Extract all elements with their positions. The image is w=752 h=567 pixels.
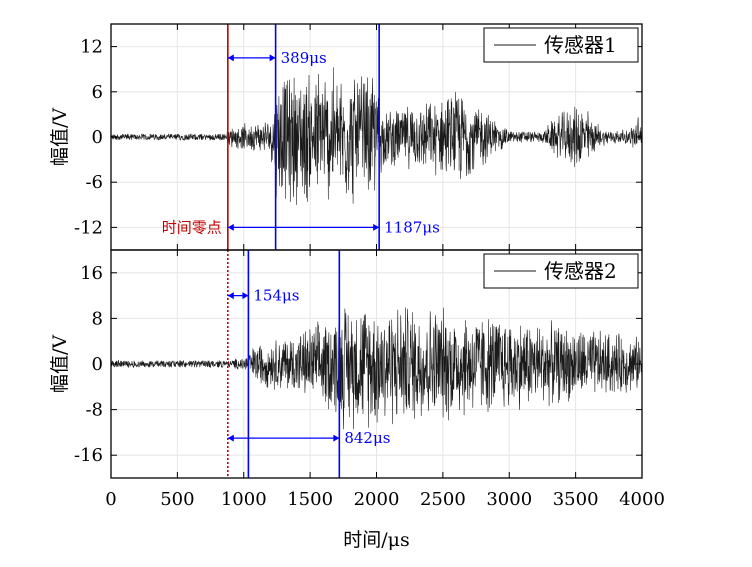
x-tick-label: 0: [105, 489, 116, 510]
legend-label: 传感器2: [544, 259, 617, 283]
arrow-head-right: [242, 292, 249, 300]
time-zero-label: 时间零点: [162, 218, 222, 236]
arrow-head-left: [227, 223, 234, 231]
y-tick-label: 12: [80, 37, 103, 58]
x-tick-label: 4000: [619, 489, 665, 510]
y-axis-title: 幅值/V: [49, 108, 71, 166]
arrow-head-right: [333, 434, 340, 442]
arrow-head-right: [269, 54, 276, 62]
x-tick-label: 2500: [420, 489, 466, 510]
y-tick-label: 0: [92, 127, 103, 148]
bottom-panel: 154μs 842μs -16 -8 0 8 16 幅值/V 传感器2: [49, 249, 643, 479]
top-panel: 389μs 1187μs 时间零点 -12 -6 0 6 12 幅值/V 传感器1: [49, 23, 643, 251]
x-tick-label: 500: [160, 489, 194, 510]
x-axis-title: 时间/μs: [343, 529, 410, 551]
y-tick-label: -6: [85, 172, 103, 193]
y-tick-label: -16: [74, 445, 103, 466]
arrow-head-left: [227, 434, 234, 442]
arrow-head-right: [373, 223, 380, 231]
y-tick-label: 6: [92, 82, 103, 103]
signal-trace-传感器2: [111, 307, 642, 430]
legend-label: 传感器1: [544, 33, 617, 57]
x-tick-label: 3500: [553, 489, 599, 510]
signal-trace-传感器1: [111, 67, 642, 205]
interval-label: 842μs: [344, 429, 390, 447]
interval-label: 154μs: [253, 287, 299, 305]
x-tick-label: 2000: [354, 489, 400, 510]
x-tick-label: 1000: [221, 489, 267, 510]
y-tick-label: -12: [74, 217, 103, 238]
y-axis-title: 幅值/V: [49, 335, 71, 393]
interval-label: 389μs: [281, 49, 327, 67]
x-tick-label: 3000: [486, 489, 532, 510]
y-tick-label: 8: [92, 308, 103, 329]
interval-label: 1187μs: [384, 218, 440, 236]
y-tick-label: 0: [92, 354, 103, 375]
x-tick-label: 1500: [287, 489, 333, 510]
x-axis: 0 500 1000 1500 2000 2500 3000 3500 4000: [105, 489, 665, 510]
y-tick-label: -8: [85, 400, 103, 421]
arrow-head-left: [227, 292, 234, 300]
arrow-head-left: [227, 54, 234, 62]
y-tick-label: 16: [80, 263, 103, 284]
